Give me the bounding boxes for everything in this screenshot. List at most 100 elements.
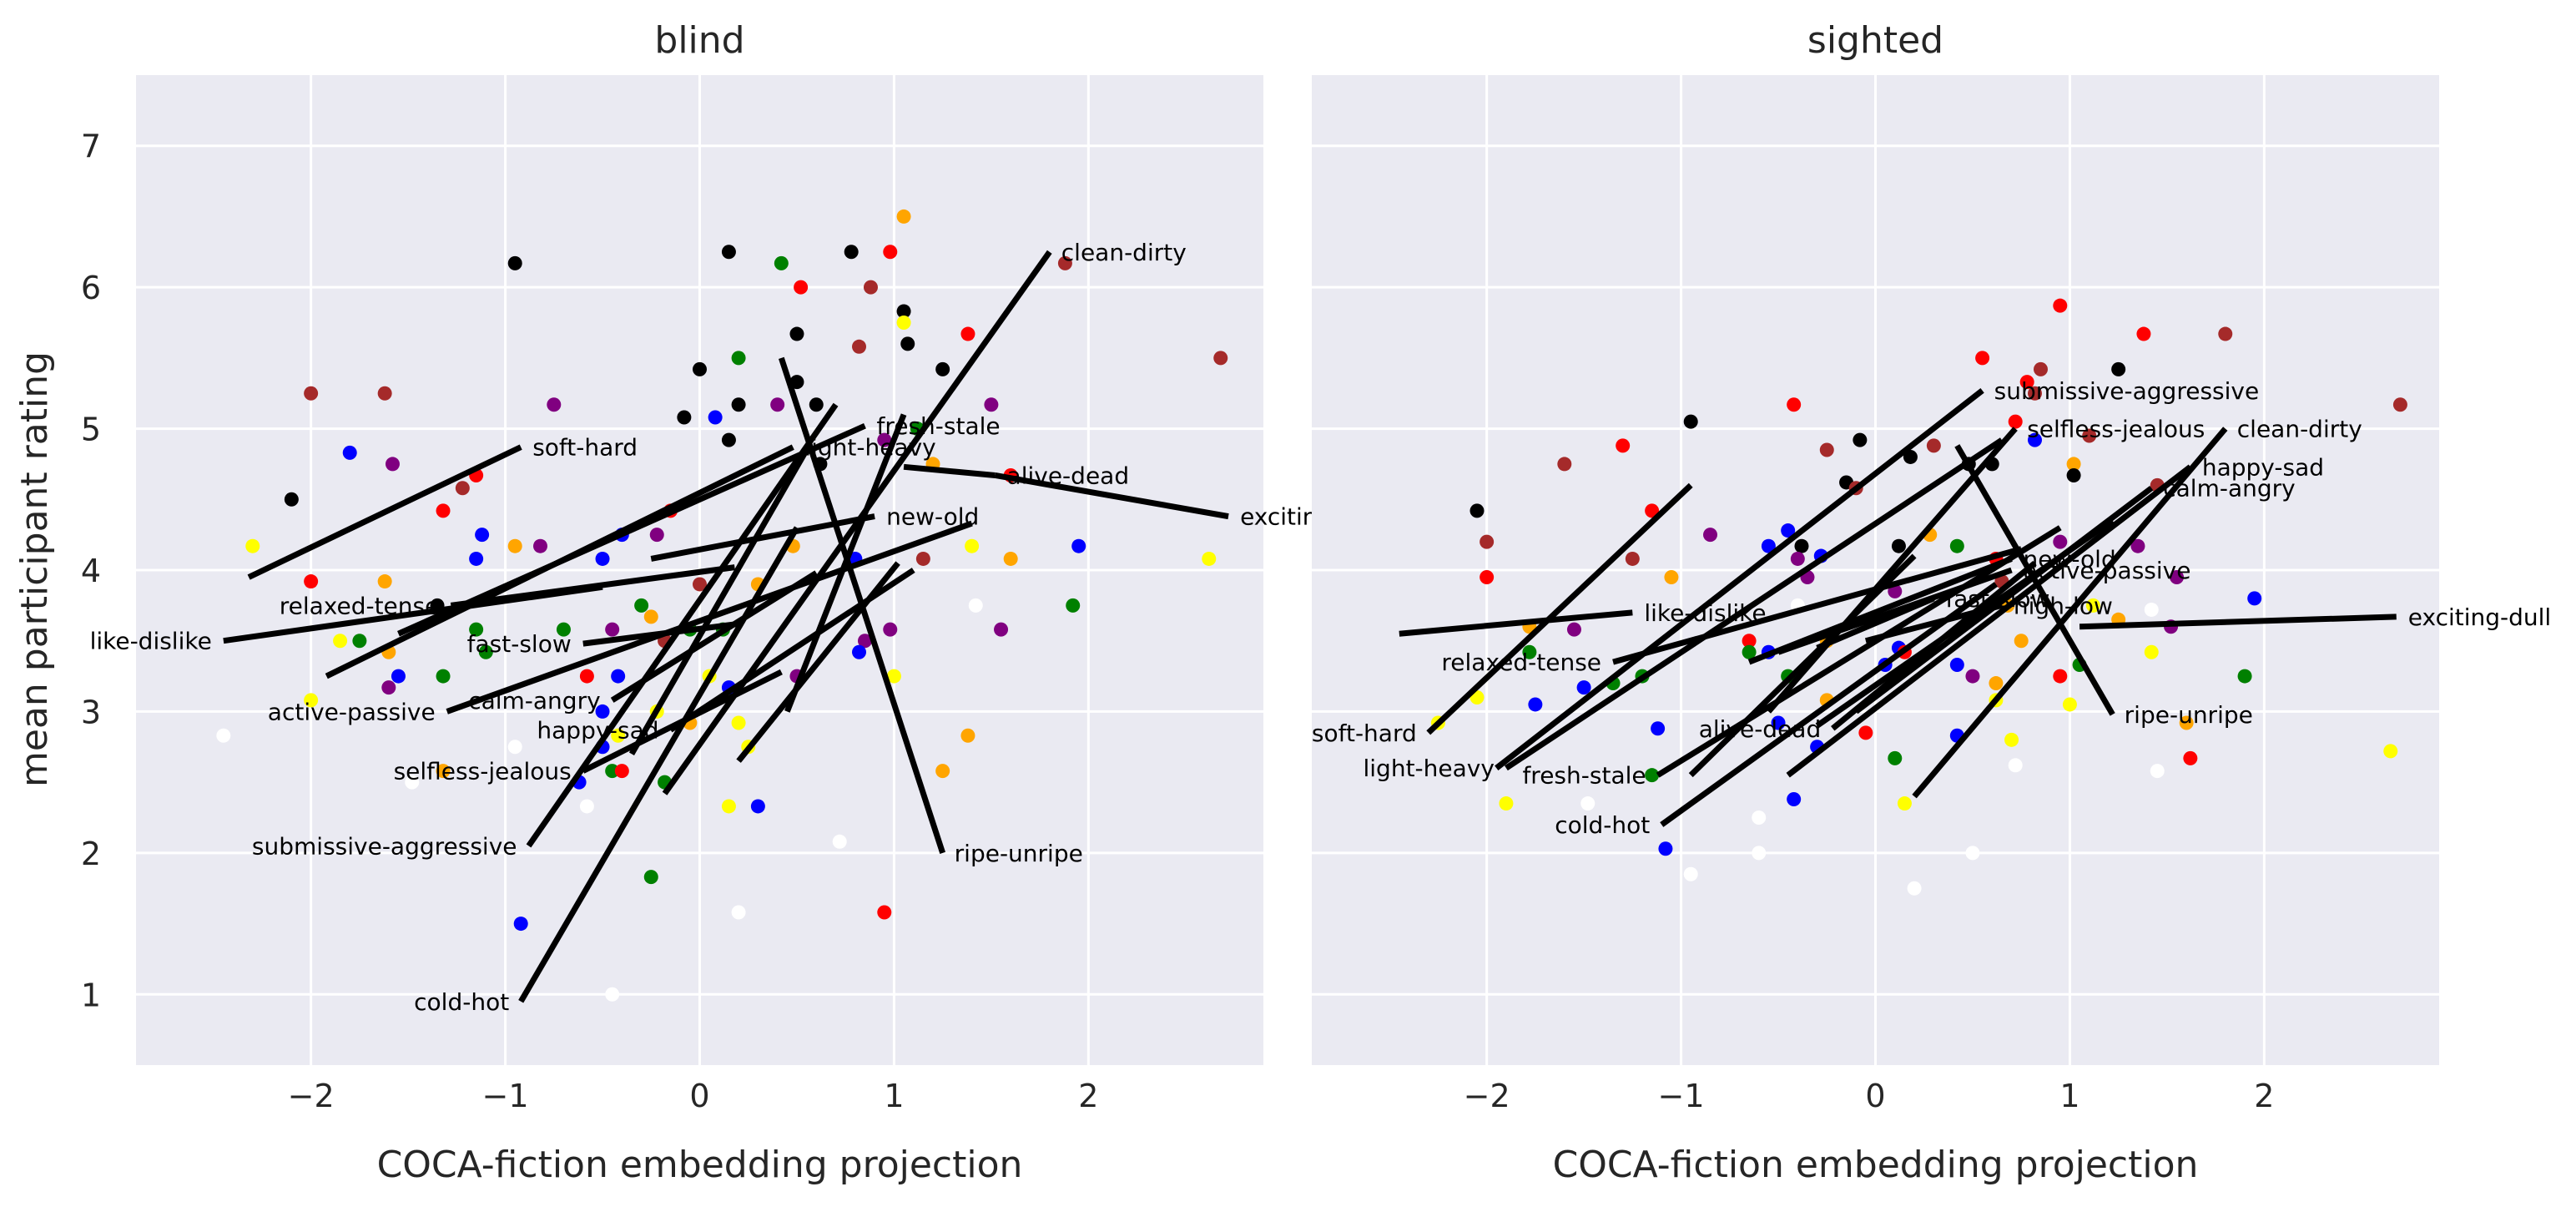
line-label: like-dislike <box>90 628 212 655</box>
data-point <box>852 339 867 354</box>
line-label: high-low <box>2014 592 2113 619</box>
data-point <box>693 577 707 592</box>
data-point <box>1897 796 1912 811</box>
panel-title: blind <box>654 19 744 62</box>
line-label: selfless-jealous <box>394 758 572 785</box>
data-point <box>2053 534 2068 549</box>
regression-line <box>628 448 809 756</box>
data-point <box>532 538 547 553</box>
data-point <box>1781 523 1796 538</box>
data-point <box>896 209 911 224</box>
data-point <box>883 622 898 637</box>
y-tick-label: 7 <box>81 129 101 165</box>
regression-line <box>397 422 866 637</box>
data-point <box>304 386 319 401</box>
data-point <box>605 622 620 637</box>
data-point <box>605 987 620 1002</box>
data-point <box>507 255 522 270</box>
data-point <box>994 622 1009 637</box>
data-point <box>507 538 522 553</box>
line-label: fresh-stale <box>1522 762 1646 790</box>
line-label: alive-dead <box>1699 715 1822 743</box>
data-point <box>611 669 626 684</box>
regression-line <box>1816 595 1935 651</box>
data-point <box>216 728 231 743</box>
data-point <box>1903 449 1918 464</box>
data-point <box>284 492 299 507</box>
regression-line <box>784 413 907 713</box>
data-point <box>1658 841 1673 856</box>
line-label: ripe-unripe <box>955 840 1083 867</box>
data-point <box>2392 397 2407 412</box>
data-point <box>1858 725 1873 740</box>
line-label: alive-dead <box>1007 462 1130 489</box>
data-point <box>1794 538 1809 553</box>
x-tick-label: 2 <box>2254 1078 2274 1114</box>
data-point <box>2028 386 2043 401</box>
data-point <box>883 245 898 260</box>
regression-line <box>903 463 996 478</box>
data-point <box>2004 732 2019 747</box>
regression-line <box>526 402 839 848</box>
line-label: selfless-jealous <box>2027 416 2205 443</box>
data-point <box>436 764 451 779</box>
data-point <box>1761 538 1776 553</box>
line-label: clean-dirty <box>2237 416 2362 443</box>
data-point <box>886 669 901 684</box>
x-tick-label: −2 <box>288 1078 335 1114</box>
data-point <box>2053 298 2068 313</box>
data-point <box>2028 432 2043 447</box>
data-point <box>789 326 804 341</box>
data-point <box>2150 764 2165 779</box>
data-point <box>2247 591 2262 606</box>
line-label: active-passive <box>2024 557 2191 584</box>
regression-line <box>1612 546 2023 665</box>
regression-line <box>1495 388 1984 770</box>
data-point <box>1752 811 1767 825</box>
data-point <box>436 503 451 518</box>
data-point <box>896 316 911 330</box>
panel-title: sighted <box>1807 19 1943 62</box>
data-point <box>2183 750 2198 765</box>
data-point <box>507 740 522 755</box>
line-label: exciting-dull <box>2408 603 2551 631</box>
y-tick-label: 4 <box>81 553 101 589</box>
line-label: light-heavy <box>804 434 935 462</box>
data-point <box>1528 697 1543 712</box>
line-label: calm-angry <box>468 687 600 715</box>
regression-line <box>2079 614 2397 630</box>
data-point <box>1213 351 1228 366</box>
regression-line <box>223 583 603 644</box>
data-point <box>1752 846 1767 861</box>
data-point <box>915 551 930 566</box>
data-point <box>1790 551 1805 566</box>
data-point <box>1771 715 1786 730</box>
line-label: like-dislike <box>1644 599 1766 627</box>
data-point <box>579 669 594 684</box>
data-point <box>1742 644 1757 659</box>
x-axis-label: COCA-fiction embedding projection <box>377 1144 1023 1186</box>
data-point <box>2085 598 2100 613</box>
data-point <box>405 775 420 790</box>
regression-line <box>1399 609 1633 637</box>
panel-blind: −2 −1 0 1 21234567clean-dirtysoft-hardfresh-… <box>81 19 1384 1186</box>
data-point <box>1853 432 1868 447</box>
line-label: light-heavy <box>1363 755 1494 782</box>
data-point <box>1480 569 1495 584</box>
y-tick-label: 1 <box>81 977 101 1013</box>
data-point <box>475 528 490 543</box>
data-point <box>708 410 723 425</box>
data-point <box>1566 622 1581 637</box>
data-point <box>2066 457 2081 472</box>
regression-line <box>247 444 522 580</box>
data-point <box>721 799 736 814</box>
data-point <box>1580 796 1596 811</box>
data-point <box>2218 326 2233 341</box>
data-point <box>852 644 867 659</box>
data-point <box>1557 457 1572 472</box>
data-point <box>2144 644 2159 659</box>
data-point <box>1787 791 1802 806</box>
data-point <box>693 361 707 376</box>
data-point <box>2179 715 2194 730</box>
data-point <box>377 574 392 589</box>
